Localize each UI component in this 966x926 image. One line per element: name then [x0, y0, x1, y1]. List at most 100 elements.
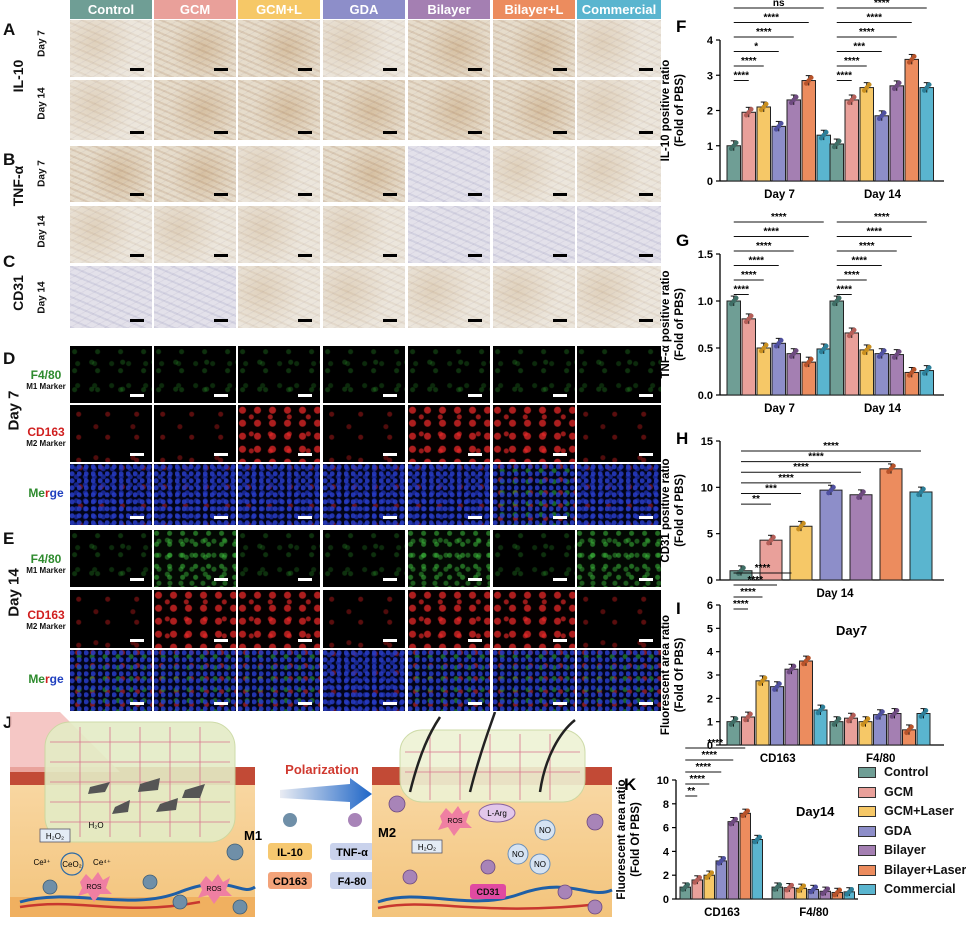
fluorescence-cd163-day14	[154, 590, 236, 648]
data-point-g	[823, 343, 829, 349]
ros-label-right: ROS	[447, 818, 463, 825]
scale-bar	[553, 254, 567, 257]
scale-bar	[468, 639, 482, 642]
data-point-k	[801, 883, 807, 889]
data-point-k	[789, 882, 795, 888]
scale-bar	[383, 68, 397, 71]
fluorescence-cd163-day14	[408, 590, 490, 648]
merge-part-r: r	[44, 486, 50, 500]
scale-bar	[639, 578, 653, 581]
scale-bar	[383, 702, 397, 705]
scale-bar	[468, 254, 482, 257]
y-tick-label-f: 0	[707, 176, 713, 188]
bar-f	[726, 145, 741, 182]
fluorescence-merge-day14	[238, 650, 320, 711]
right-blood-vessel	[377, 885, 613, 904]
scale-bar	[383, 254, 397, 257]
m1-label: M1	[244, 828, 262, 843]
blood-vessel-red	[19, 900, 201, 910]
group-header-control: Control	[70, 0, 152, 19]
fluorescence-merge-day7	[408, 464, 490, 525]
bar-g	[786, 353, 801, 396]
y-tick-label-g: 1.0	[698, 296, 713, 308]
sig-label-g: ****	[859, 241, 875, 252]
scale-bar	[639, 516, 653, 519]
sig-label-f: ****	[874, 0, 890, 9]
legend-swatch	[858, 845, 876, 856]
ros-label-left: ROS	[86, 884, 102, 891]
y-axis-label-f: IL-10 positive ratio	[660, 60, 672, 162]
sig-label-h: ****	[778, 473, 794, 484]
bar-h	[849, 494, 873, 581]
micrograph-tnfa-day14	[238, 206, 320, 263]
merge-part-ge: ge	[49, 672, 64, 686]
x-category-label-i: CD163	[760, 753, 796, 765]
scale-bar	[639, 639, 653, 642]
x-category-label-k: F4/80	[799, 907, 828, 919]
panel-letter-c: C	[3, 252, 16, 271]
scale-bar	[130, 639, 144, 642]
scale-bar	[298, 516, 312, 519]
no-bubble	[507, 843, 529, 865]
sig-label-k: ****	[701, 750, 717, 761]
data-point-g	[733, 295, 739, 301]
micrograph-cd31-day14	[323, 266, 405, 328]
data-point-i	[762, 675, 768, 681]
y-axis-sublabel-k: (Fold Of PBS)	[630, 802, 642, 877]
data-point-f	[896, 80, 902, 86]
fluorescence-merge-day7	[323, 464, 405, 525]
scale-bar	[553, 68, 567, 71]
y-tick-label-h: 15	[701, 436, 713, 448]
scale-bar	[468, 193, 482, 196]
micrograph-tnfa-day7	[408, 146, 490, 202]
micrograph-il10-day14	[323, 80, 405, 140]
micrograph-tnfa-day14	[577, 206, 661, 263]
m2-macrophage	[557, 884, 573, 900]
sig-label-g: ****	[763, 227, 779, 238]
bar-i	[799, 660, 813, 746]
f480-badge	[330, 872, 374, 889]
y-tick-label-k: 2	[663, 870, 669, 882]
sig-label-g: ****	[733, 285, 749, 296]
y-tick-label-f: 2	[707, 106, 713, 118]
data-point-i	[836, 716, 842, 722]
data-point-k	[757, 834, 763, 840]
larg-bubble	[478, 803, 516, 823]
panel-letter-b: B	[3, 150, 16, 169]
e-f480-label: F4/80	[30, 552, 62, 566]
data-point-k	[849, 887, 855, 892]
fluorescence-cd163-day7	[238, 405, 320, 462]
panel-letter-j: J	[3, 713, 13, 732]
fluorescence-f480-day14	[493, 530, 575, 587]
data-point-h	[861, 489, 866, 495]
scale-bar	[639, 68, 653, 71]
y-axis-sublabel-h: (Fold of PBS)	[674, 474, 686, 547]
data-point-f	[911, 54, 917, 59]
panel-letter-k: K	[624, 775, 637, 794]
ros-burst-left2	[198, 874, 232, 904]
scale-bar	[383, 516, 397, 519]
scale-bar	[214, 453, 228, 456]
fluorescence-f480-day7	[408, 346, 490, 403]
y-tick-label-k: 6	[663, 823, 669, 835]
sig-label-f: ****	[844, 56, 860, 67]
m2-label: M2	[378, 825, 396, 840]
y-tick-label-h: 0	[707, 575, 713, 587]
m1-macrophage	[232, 899, 248, 915]
panel-letter-f: F	[676, 17, 686, 36]
scale-bar	[214, 319, 228, 322]
data-point-f	[733, 140, 739, 146]
bar-f	[786, 99, 801, 182]
data-point-g	[896, 349, 902, 354]
group-header-commercial: Commercial	[577, 0, 661, 19]
fluorescence-f480-day14	[323, 530, 405, 587]
data-point-i	[748, 711, 753, 717]
data-point-f	[763, 101, 769, 107]
data-point-f	[926, 82, 932, 87]
data-point-k	[813, 884, 819, 890]
chart-title-k: Day14	[796, 804, 835, 819]
micrograph-tnfa-day14	[493, 206, 575, 263]
sig-label-f: *	[754, 42, 758, 53]
sig-label-g: ****	[866, 227, 882, 238]
fibroblast	[88, 782, 110, 794]
